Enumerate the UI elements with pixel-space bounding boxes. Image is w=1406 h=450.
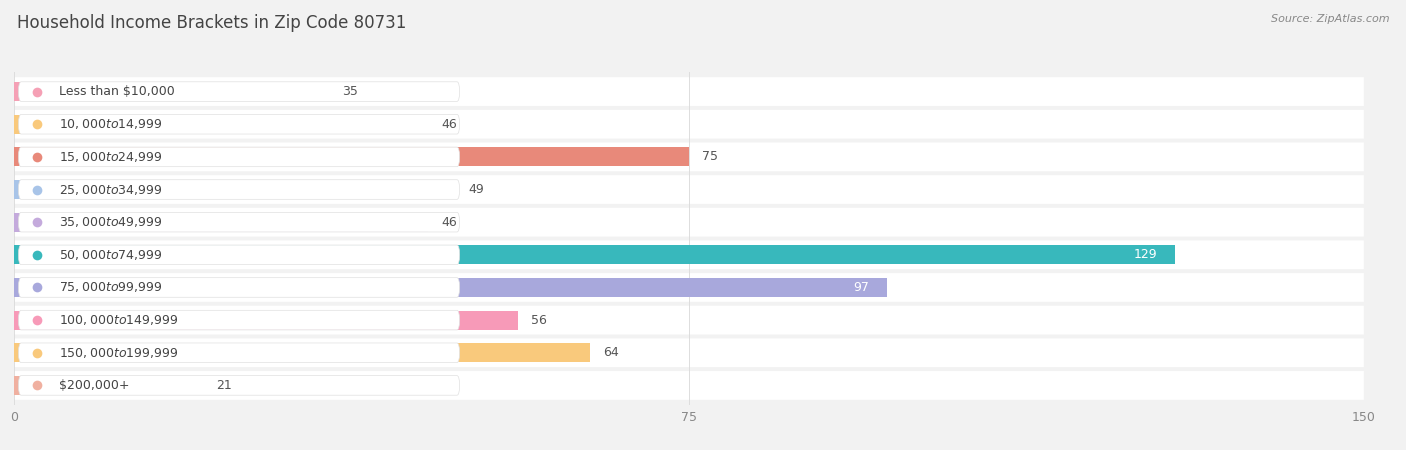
Bar [14,310,517,329]
Text: $75,000 to $99,999: $75,000 to $99,999 [59,280,163,294]
Text: $200,000+: $200,000+ [59,379,129,392]
Text: Household Income Brackets in Zip Code 80731: Household Income Brackets in Zip Code 80… [17,14,406,32]
FancyBboxPatch shape [14,175,1364,204]
FancyBboxPatch shape [18,343,460,363]
Bar [14,343,591,362]
FancyBboxPatch shape [14,240,1364,269]
FancyBboxPatch shape [18,310,460,330]
Text: $10,000 to $14,999: $10,000 to $14,999 [59,117,163,131]
Bar [14,148,689,166]
Text: 46: 46 [441,118,457,131]
Text: $150,000 to $199,999: $150,000 to $199,999 [59,346,179,360]
FancyBboxPatch shape [18,114,460,134]
FancyBboxPatch shape [14,371,1364,400]
FancyBboxPatch shape [14,306,1364,334]
Bar [14,278,887,297]
Text: $35,000 to $49,999: $35,000 to $49,999 [59,215,163,229]
Text: Source: ZipAtlas.com: Source: ZipAtlas.com [1271,14,1389,23]
Bar [14,82,329,101]
Text: $100,000 to $149,999: $100,000 to $149,999 [59,313,179,327]
FancyBboxPatch shape [14,208,1364,237]
Text: 46: 46 [441,216,457,229]
Text: 21: 21 [217,379,232,392]
Text: 56: 56 [531,314,547,327]
FancyBboxPatch shape [14,77,1364,106]
Bar [14,180,456,199]
FancyBboxPatch shape [14,273,1364,302]
Text: $50,000 to $74,999: $50,000 to $74,999 [59,248,163,262]
FancyBboxPatch shape [18,180,460,199]
FancyBboxPatch shape [14,338,1364,367]
Text: 49: 49 [468,183,484,196]
Bar [14,245,1175,264]
FancyBboxPatch shape [18,376,460,395]
Text: Less than $10,000: Less than $10,000 [59,85,174,98]
Text: $25,000 to $34,999: $25,000 to $34,999 [59,183,163,197]
Text: 64: 64 [603,346,619,359]
FancyBboxPatch shape [18,82,460,101]
Text: $15,000 to $24,999: $15,000 to $24,999 [59,150,163,164]
FancyBboxPatch shape [18,245,460,265]
Bar [14,115,427,134]
FancyBboxPatch shape [18,147,460,166]
Bar [14,213,427,232]
Bar [14,376,202,395]
FancyBboxPatch shape [14,143,1364,171]
Text: 129: 129 [1133,248,1157,261]
FancyBboxPatch shape [18,278,460,297]
Text: 97: 97 [853,281,869,294]
Text: 35: 35 [343,85,359,98]
FancyBboxPatch shape [14,110,1364,139]
Text: 75: 75 [703,150,718,163]
FancyBboxPatch shape [18,212,460,232]
